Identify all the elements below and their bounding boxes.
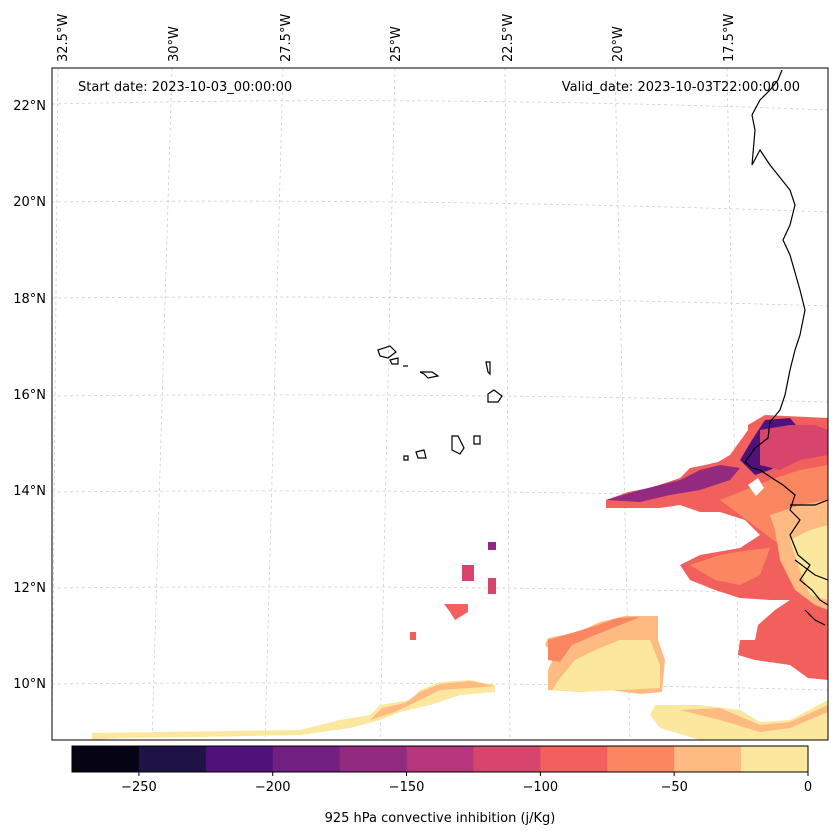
- colorbar-tick-label: −50: [660, 780, 687, 795]
- cin-region-ne-red: [760, 425, 828, 470]
- colorbar-frame: [71, 745, 809, 773]
- lat-label: 16°N: [13, 388, 46, 403]
- cin-gap: [748, 478, 764, 496]
- island-sal: [485, 361, 491, 376]
- colorbar-swatches: [72, 746, 809, 772]
- lon-label: 30°W: [167, 26, 182, 62]
- colorbar-tick-label: −150: [389, 780, 425, 795]
- island-sao-vicente: [389, 357, 399, 365]
- colorbar-swatch: [406, 746, 474, 772]
- coast-bijagos: [804, 609, 826, 626]
- coast-gambia: [790, 499, 829, 506]
- colorbar-swatch: [72, 746, 140, 772]
- island-maio: [473, 435, 481, 445]
- cin-region-ne-magenta: [606, 465, 740, 502]
- map-frame: [51, 67, 829, 741]
- island-sao-nicolau: [419, 371, 440, 379]
- cin-cell-3: [488, 542, 496, 550]
- cin-region-ne-yellow: [790, 525, 828, 600]
- colorbar-swatch: [540, 746, 608, 772]
- colorbar-swatch: [674, 746, 742, 772]
- colorbar-swatch: [272, 746, 341, 772]
- coast-guinea: [794, 559, 829, 581]
- cin-region-south-edge: [370, 681, 495, 720]
- colorbar-label: 925 hPa convective inhibition (j/Kg): [325, 811, 556, 826]
- cin-region-ne-tongue: [690, 548, 770, 585]
- lon-label: 22.5°W: [501, 14, 516, 62]
- cin-cell-4: [444, 604, 468, 620]
- island-santo-antao: [377, 345, 397, 359]
- lat-label: 14°N: [13, 484, 46, 499]
- lon-label: 20°W: [611, 26, 626, 62]
- colorbar-tick-label: 0: [804, 780, 812, 795]
- colorbar-swatch: [473, 746, 541, 772]
- lon-label: 32.5°W: [56, 14, 71, 62]
- cin-region-se-1-rim: [548, 617, 640, 662]
- graticule: [51, 67, 829, 741]
- lon-label: 27.5°W: [279, 14, 294, 62]
- lat-label: 10°N: [13, 677, 46, 692]
- island-boa-vista: [487, 389, 503, 403]
- lon-label: 25°W: [389, 26, 404, 62]
- lat-label: 22°N: [13, 99, 46, 114]
- colorbar-swatch: [741, 746, 809, 772]
- colorbar-tick-label: −250: [121, 780, 157, 795]
- latitude-labels: 22°N 20°N 18°N 16°N 14°N 12°N 10°N: [13, 99, 46, 692]
- cin-region-se-2-rim: [680, 705, 828, 732]
- cin-cell-1: [462, 565, 474, 581]
- cin-region-se-1-core: [552, 640, 660, 692]
- lon-label: 17.5°W: [722, 14, 737, 62]
- lat-label: 12°N: [13, 581, 46, 596]
- colorbar-swatch: [138, 746, 207, 772]
- cin-field: [92, 415, 828, 740]
- colorbar-tick-label: −100: [523, 780, 559, 795]
- colorbar-swatch: [339, 746, 408, 772]
- colorbar-swatch: [607, 746, 675, 772]
- colorbar: −250 −200 −150 −100 −50 0 925 hPa convective …: [71, 745, 812, 826]
- lat-label: 20°N: [13, 195, 46, 210]
- cin-cell-2: [488, 578, 496, 594]
- colorbar-ticks: −250 −200 −150 −100 −50 0: [121, 772, 812, 795]
- lat-label: 18°N: [13, 292, 46, 307]
- cin-cell-5: [410, 632, 416, 640]
- island-fogo: [415, 449, 427, 459]
- longitude-labels: 32.5°W 30°W 27.5°W 25°W 22.5°W 20°W 17.5…: [56, 14, 737, 62]
- island-santiago: [451, 435, 465, 455]
- africa-coast: [744, 69, 829, 606]
- island-brava: [403, 455, 409, 461]
- start-date-label: Start date: 2023-10-03_00:00:00: [78, 80, 292, 95]
- colorbar-swatch: [205, 746, 274, 772]
- colorbar-tick-label: −200: [255, 780, 291, 795]
- coastline: [744, 69, 829, 626]
- cape-verde-islands: [377, 345, 503, 461]
- valid-date-label: Valid_date: 2023-10-03T22:00:00.00: [562, 80, 800, 95]
